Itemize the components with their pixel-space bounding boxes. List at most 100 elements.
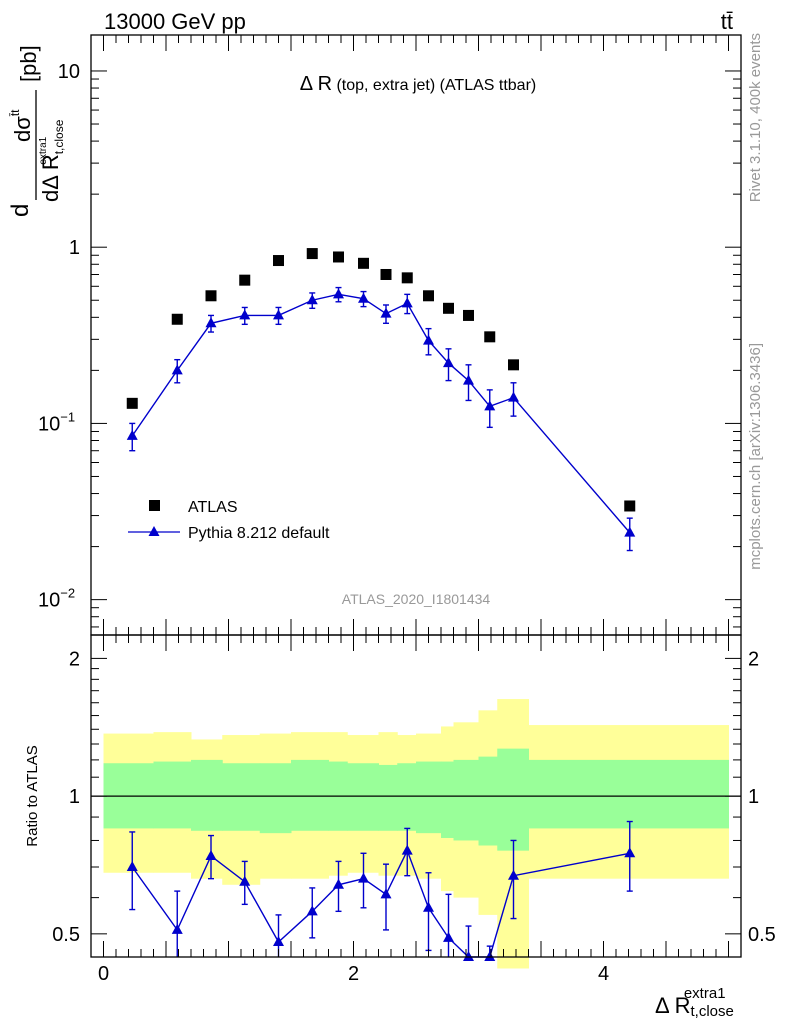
ratio-pythia-point [423,901,434,912]
ratio-y-tick-label: 2 [748,648,759,670]
ratio-y-axis: 2 2 1 1 0.5 0.5 [52,648,776,945]
plot-title: Δ R (top, extra jet) (ATLAS ttbar) [300,73,536,95]
pythia-line [131,293,631,534]
y-label-unit: [pb] [16,45,41,82]
ratio-pythia-point [443,931,454,942]
ratio-pythia-point [624,847,636,858]
legend: ATLAS Pythia 8.212 default [128,499,330,542]
ratio-pythia-point [463,951,474,961]
y-label-d: d [7,204,34,217]
pythia-point [508,391,519,402]
atlas-point [401,272,413,284]
ratio-y-tick-label: 1 [748,786,759,808]
ratio-pythia-point [171,923,183,934]
pythia-point [306,294,318,305]
pythia-point [126,429,138,440]
plot-title-main: Δ R [300,73,332,95]
atlas-point [171,313,183,325]
pythia-point [624,526,636,537]
atlas-point [239,274,251,286]
ratio-band-inner [259,763,292,834]
ratio-pythia-point [358,872,369,883]
atlas-point [443,302,454,314]
pythia-point [484,400,496,411]
rivet-version-label: Rivet 3.1.10, 400k events [747,33,764,202]
ratio-y-tick-label: 2 [69,648,80,670]
x-tick-label: 4 [598,963,609,985]
ratio-band-inner [453,759,479,841]
pythia-point [205,317,217,328]
pythia-point [273,309,284,320]
main-panel-frame [90,34,742,636]
y-label-denominator: dΔ Rt,closeextra1 [38,119,66,202]
ratio-band-inner [378,764,398,831]
pythia-point [239,309,251,320]
pythia-point [443,357,454,368]
mcplots-label: mcplots.cern.ch [arXiv:1306.3436] [747,343,764,570]
atlas-point [624,500,636,512]
y-tick-label: 1 [69,237,80,259]
ratio-y-tick-label: 0.5 [52,924,80,946]
ratio-band-inner [478,756,498,846]
ratio-y-tick-label: 0.5 [748,924,776,946]
main-plot-area [126,248,636,552]
ratio-band-inner [416,761,442,834]
y-tick-label: 10 [58,61,80,83]
header-right-label: tt̄ [721,9,733,34]
atlas-point [423,290,434,302]
pythia-point [358,292,369,303]
ratio-band-inner [497,748,529,851]
y-label-numerator: dσt̄t [8,109,35,142]
legend-label-pythia: Pythia 8.212 default [188,525,330,542]
ratio-y-label: Ratio to ATLAS [24,745,41,846]
atlas-point [508,359,519,371]
ratio-band-inner [153,761,192,829]
y-tick-label: 10−2 [38,586,75,612]
ratio-uncertainty-bands [103,699,729,969]
legend-marker-pythia [148,526,160,536]
header-left-label: 13000 GeV pp [104,9,246,34]
ratio-pythia-point [484,951,496,961]
analysis-id-label: ATLAS_2020_I1801434 [342,591,491,607]
atlas-point [273,255,284,267]
ratio-x-ticks: 0 2 4 [98,635,729,985]
pythia-point [333,288,344,299]
ratio-band-inner [528,759,729,829]
x-tick-label: 2 [348,963,359,985]
ratio-pythia-point [239,875,251,886]
plot-title-rest: (top, extra jet) (ATLAS ttbar) [332,77,536,94]
ratio-pythia-point [333,878,344,889]
main-y-axis: 10 1 10−1 10−2 [38,61,741,628]
ratio-plot-area [91,795,741,961]
ratio-band-inner [291,759,329,831]
x-tick-label: 0 [98,963,109,985]
atlas-point [205,290,217,302]
pythia-point [463,374,474,385]
pythia-point [171,364,183,375]
atlas-point [333,251,344,263]
ratio-band-inner [347,763,379,831]
ratio-pythia-point [273,935,284,946]
ratio-y-tick-label: 1 [69,786,80,808]
atlas-point [380,268,392,280]
ratio-pythia-point [126,860,138,871]
ratio-pythia-point [508,869,519,880]
atlas-point [126,397,138,409]
atlas-point [484,331,496,343]
main-x-ticks [103,35,729,635]
ratio-band-inner [191,759,223,831]
ratio-pythia-point [306,905,318,916]
legend-label-atlas: ATLAS [188,499,238,516]
ratio-band-inner [222,763,261,831]
x-axis-label: Δ Rt,closeextra1 [655,985,734,1020]
atlas-point [358,257,369,269]
atlas-point [463,309,474,321]
pythia-point [380,307,392,318]
legend-marker-atlas [149,500,160,511]
main-panel: 10 1 10−1 10−2 Δ R (top, extra jet) (ATLAS … [7,34,742,636]
ratio-band-inner [397,763,417,831]
y-tick-label: 10−1 [38,409,75,435]
ratio-pythia-point [380,888,392,899]
ratio-pythia-point [205,849,217,860]
